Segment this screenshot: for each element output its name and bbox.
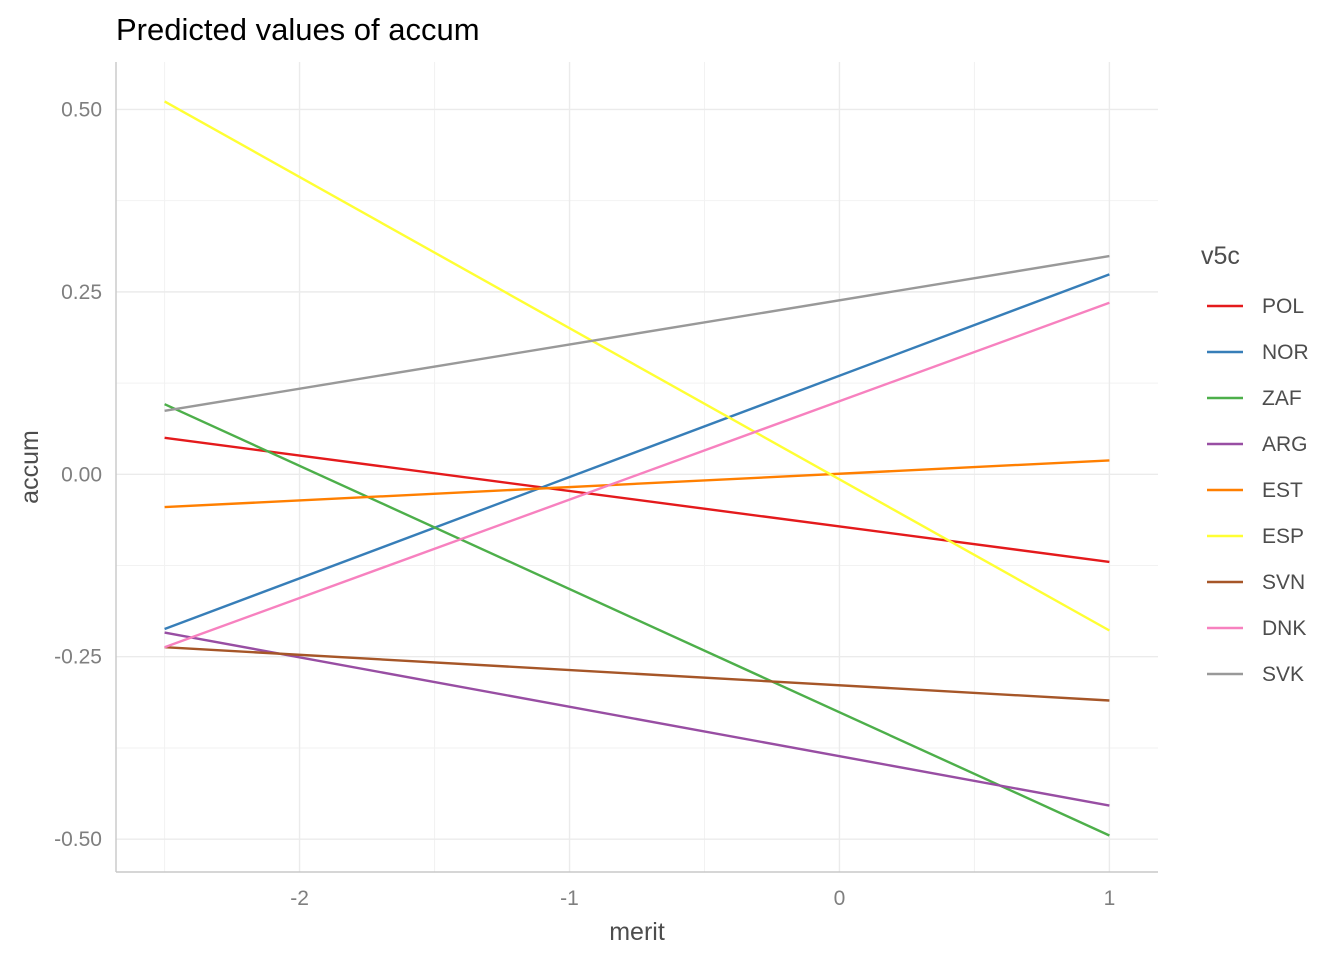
- x-tick-label: -1: [560, 887, 579, 910]
- legend-label-pol: POL: [1262, 295, 1304, 318]
- y-tick-labels: -0.50 -0.25 0.00 0.25 0.50: [54, 98, 102, 851]
- series-line-esp: [164, 100, 1110, 632]
- series-line-nor: [164, 273, 1110, 631]
- series-line-zaf: [164, 403, 1110, 837]
- axes: [115, 62, 1158, 873]
- minor-gridlines: [116, 62, 1158, 872]
- major-gridlines: [116, 62, 1158, 872]
- legend-label-arg: ARG: [1262, 433, 1308, 456]
- legend-label-nor: NOR: [1262, 341, 1309, 364]
- x-axis-title: merit: [609, 918, 665, 946]
- legend-title: v5c: [1201, 242, 1240, 270]
- y-tick-label: 0.50: [61, 98, 102, 121]
- legend: POL NOR ZAF ARG EST ESP SVN DNK SVK: [1207, 295, 1309, 686]
- legend-label-svk: SVK: [1262, 663, 1304, 686]
- x-tick-label: 0: [834, 887, 846, 910]
- legend-label-esp: ESP: [1262, 525, 1304, 548]
- x-tick-label: 1: [1104, 887, 1116, 910]
- y-tick-label: -0.50: [54, 828, 102, 851]
- series-lines: [164, 100, 1110, 837]
- y-tick-label: 0.25: [61, 281, 102, 304]
- x-tick-labels: -2 -1 0 1: [290, 887, 1115, 910]
- y-tick-label: -0.25: [54, 646, 102, 669]
- series-line-svk: [164, 254, 1110, 412]
- legend-label-zaf: ZAF: [1262, 387, 1302, 410]
- series-line-dnk: [164, 301, 1110, 649]
- legend-label-est: EST: [1262, 479, 1303, 502]
- legend-label-svn: SVN: [1262, 571, 1305, 594]
- y-tick-label: 0.00: [61, 463, 102, 486]
- chart-title: Predicted values of accum: [116, 12, 480, 47]
- y-axis-title: accum: [16, 430, 44, 504]
- x-tick-label: -2: [290, 887, 309, 910]
- series-line-arg: [164, 631, 1110, 807]
- legend-label-dnk: DNK: [1262, 617, 1306, 640]
- series-line-est: [164, 459, 1110, 509]
- series-line-svn: [164, 646, 1110, 702]
